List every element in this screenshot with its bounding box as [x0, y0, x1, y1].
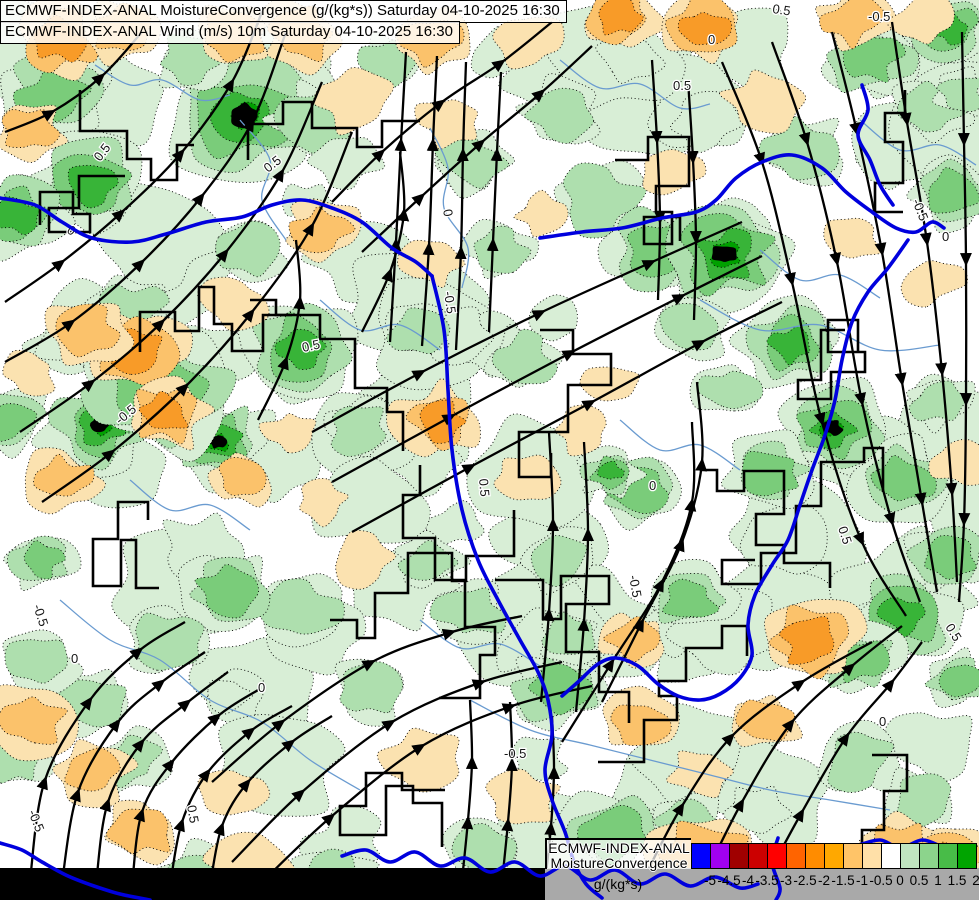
legend-unit: g/(kg*s)	[593, 876, 643, 892]
contour-label: 0	[258, 680, 265, 695]
title-bar-wind: ECMWF-INDEX-ANAL Wind (m/s) 10m Saturday…	[0, 21, 460, 44]
legend-tick-label: -2.5	[793, 873, 817, 888]
contour-label: 0.5	[835, 524, 855, 546]
contour-label: 0.5	[301, 337, 322, 355]
legend-model: ECMWF-INDEX-ANAL	[548, 840, 690, 856]
legend-parameter: MoistureConvergence	[550, 855, 688, 871]
contour-label: 0	[879, 714, 886, 729]
legend-tick-label: -3	[779, 873, 792, 888]
contour-label: 0.5	[184, 804, 202, 824]
contour-label: 0	[708, 32, 715, 47]
contour-label: -0.5	[868, 9, 890, 24]
legend-tick-label: -2	[817, 873, 830, 888]
legend-tick-label: -1.5	[831, 873, 855, 888]
legend-gray-panel	[545, 868, 979, 900]
contour-label: 0.5	[673, 78, 691, 93]
legend-tick-label: 1.5	[947, 873, 967, 888]
title-moisture-text: ECMWF-INDEX-ANAL MoistureConvergence (g/…	[5, 2, 560, 19]
legend-swatch	[957, 843, 977, 869]
contour-label: 0	[71, 651, 78, 666]
contour-label: 0	[942, 229, 949, 244]
title-bar-moisture: ECMWF-INDEX-ANAL MoistureConvergence (g/…	[0, 0, 567, 23]
legend-tick-label: 1	[934, 873, 942, 888]
legend-tick-label: -0.5	[869, 873, 893, 888]
contour-label: 0.5	[772, 1, 792, 18]
legend-colorbar	[691, 843, 977, 869]
legend: ECMWF-INDEX-ANAL MoistureConvergence g/(…	[545, 838, 979, 900]
panel-layer	[0, 868, 979, 900]
streamline-layer	[4, 11, 973, 887]
contour-label: 0	[649, 478, 656, 493]
legend-tick-label: 2	[972, 873, 979, 888]
title-wind-text: ECMWF-INDEX-ANAL Wind (m/s) 10m Saturday…	[5, 23, 453, 40]
legend-tick-label: -5	[703, 873, 716, 888]
legend-tick-label: 0	[896, 873, 904, 888]
legend-tick-label: -3.5	[755, 873, 779, 888]
contour-label: -0.5	[504, 746, 526, 761]
legend-ticks: -5 -4.5 -4 -3.5 -3 -2.5 -2 -1.5 -1 -0.5 0 0.5 1 1.5 2	[545, 838, 979, 900]
contour-label: 0.5	[476, 478, 493, 497]
contour-label: -0.5	[626, 574, 645, 599]
legend-tick-label: -1	[855, 873, 868, 888]
legend-tick-label: -4	[741, 873, 754, 888]
legend-tick-label: -4.5	[717, 873, 741, 888]
bottom-black-band	[0, 868, 547, 900]
contour-label: -0.5	[441, 290, 459, 314]
legend-tick-label: 0.5	[909, 873, 929, 888]
major-rivers-layer	[0, 83, 946, 900]
legend-textbox: ECMWF-INDEX-ANAL MoistureConvergence	[545, 838, 691, 871]
